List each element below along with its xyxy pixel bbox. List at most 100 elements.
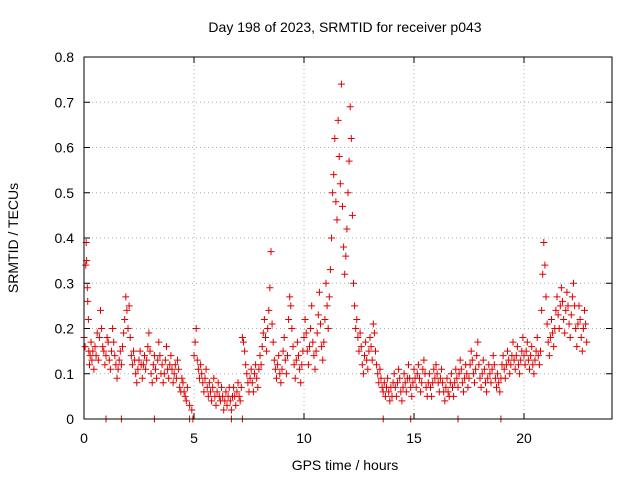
data-point bbox=[342, 252, 350, 260]
data-point bbox=[330, 171, 338, 179]
data-point bbox=[281, 356, 289, 364]
data-point bbox=[290, 361, 298, 369]
data-point bbox=[146, 347, 154, 355]
data-point bbox=[572, 325, 580, 332]
data-point bbox=[568, 293, 576, 301]
data-point bbox=[287, 302, 295, 310]
data-point bbox=[226, 397, 234, 405]
data-point bbox=[353, 315, 361, 323]
data-point bbox=[350, 279, 357, 287]
data-point bbox=[227, 406, 235, 414]
data-point bbox=[238, 334, 246, 342]
data-point bbox=[339, 202, 346, 210]
data-point bbox=[361, 352, 368, 360]
data-point bbox=[269, 338, 277, 346]
x-tick-label: 15 bbox=[406, 430, 422, 446]
data-point bbox=[552, 306, 560, 314]
data-point bbox=[570, 279, 577, 287]
data-point bbox=[543, 320, 551, 328]
data-point bbox=[413, 370, 421, 378]
data-point bbox=[400, 370, 408, 378]
data-point bbox=[207, 388, 214, 396]
data-point bbox=[270, 356, 278, 364]
data-point bbox=[509, 338, 517, 346]
data-point bbox=[220, 406, 228, 414]
data-point bbox=[158, 361, 166, 369]
data-point bbox=[574, 320, 582, 328]
data-point bbox=[193, 356, 201, 364]
data-point bbox=[223, 401, 231, 409]
data-point bbox=[480, 365, 488, 373]
data-point bbox=[142, 365, 150, 373]
data-point bbox=[427, 383, 434, 391]
data-point bbox=[111, 352, 119, 360]
data-point bbox=[488, 365, 496, 373]
data-point bbox=[132, 370, 140, 378]
data-point bbox=[318, 343, 326, 351]
data-point bbox=[323, 302, 331, 310]
data-point bbox=[83, 284, 91, 292]
data-point bbox=[181, 392, 189, 400]
data-point bbox=[530, 370, 538, 378]
data-point bbox=[122, 293, 130, 301]
data-point bbox=[127, 352, 135, 360]
data-point bbox=[170, 370, 178, 378]
data-point bbox=[442, 383, 450, 391]
data-point bbox=[197, 361, 205, 369]
data-point bbox=[538, 306, 546, 314]
data-point bbox=[97, 306, 104, 314]
data-point bbox=[256, 352, 264, 360]
data-point bbox=[443, 374, 451, 382]
y-axis-label: SRMTID / TECUs bbox=[5, 183, 21, 293]
data-point bbox=[194, 365, 202, 373]
data-point bbox=[420, 356, 428, 364]
data-point bbox=[241, 347, 249, 355]
data-point bbox=[300, 334, 308, 342]
data-point bbox=[280, 334, 288, 342]
data-point bbox=[126, 334, 134, 342]
grid-lines bbox=[84, 57, 612, 419]
data-point bbox=[425, 370, 433, 378]
data-point bbox=[312, 347, 320, 355]
data-point bbox=[519, 334, 527, 342]
y-tick-label: 0.2 bbox=[55, 321, 75, 337]
data-point bbox=[103, 334, 111, 342]
data-point bbox=[416, 374, 423, 382]
data-point bbox=[533, 334, 541, 342]
data-point bbox=[306, 343, 313, 351]
data-point bbox=[178, 374, 186, 382]
data-point bbox=[298, 361, 306, 369]
data-point bbox=[469, 370, 477, 378]
data-point bbox=[391, 383, 399, 391]
data-point bbox=[190, 352, 198, 360]
data-point bbox=[102, 352, 110, 360]
data-point bbox=[546, 334, 554, 342]
data-point bbox=[222, 388, 230, 396]
data-point bbox=[521, 361, 529, 369]
data-point bbox=[556, 302, 564, 310]
data-point bbox=[354, 334, 362, 342]
data-point bbox=[205, 379, 213, 387]
data-point bbox=[274, 361, 282, 369]
data-point bbox=[180, 388, 188, 396]
data-point bbox=[454, 383, 462, 391]
data-point bbox=[395, 365, 403, 373]
data-point bbox=[539, 270, 547, 278]
data-point bbox=[201, 374, 209, 382]
data-point bbox=[257, 361, 265, 369]
data-point bbox=[486, 370, 494, 378]
data-point bbox=[529, 361, 537, 369]
data-point bbox=[331, 134, 339, 142]
data-point bbox=[130, 347, 137, 355]
data-point bbox=[296, 365, 304, 373]
data-point bbox=[251, 370, 258, 378]
data-point bbox=[493, 383, 500, 391]
data-point bbox=[319, 356, 327, 364]
data-point bbox=[88, 356, 96, 364]
data-point bbox=[356, 329, 364, 337]
data-point bbox=[460, 388, 467, 396]
data-point bbox=[192, 325, 200, 332]
data-point bbox=[242, 361, 250, 369]
data-point bbox=[86, 352, 94, 360]
data-point bbox=[253, 374, 261, 382]
